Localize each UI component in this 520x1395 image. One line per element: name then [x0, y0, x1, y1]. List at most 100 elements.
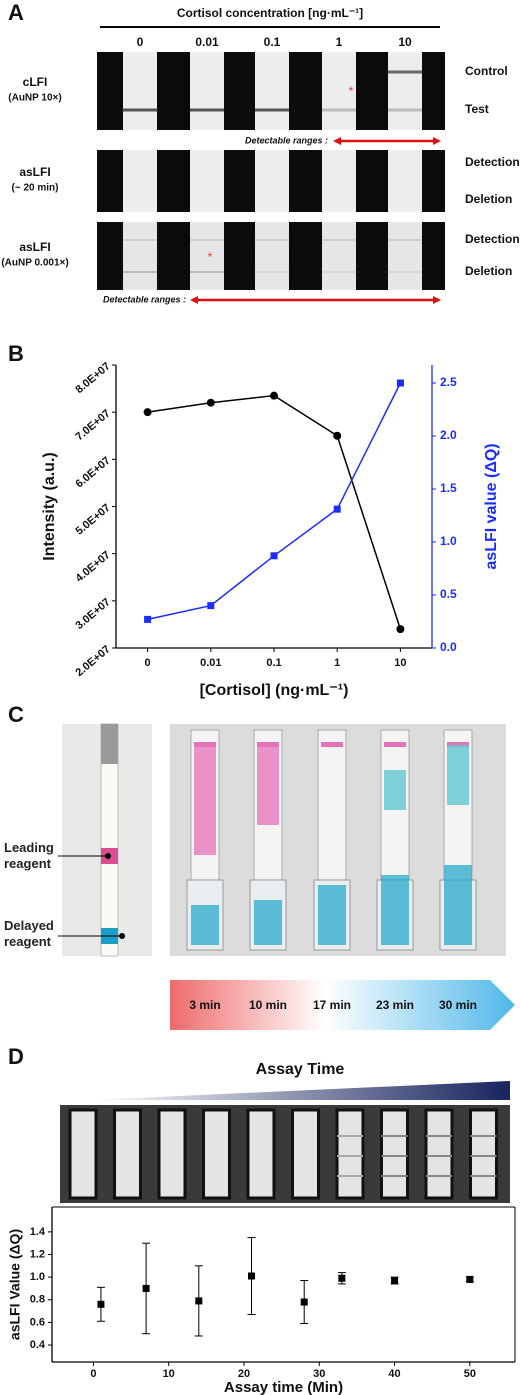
faint-line — [190, 271, 224, 273]
series-line — [147, 382, 402, 621]
y-tick-label: 0.4 — [30, 1339, 46, 1351]
y-tick-label: 2.0E+07 — [73, 643, 112, 679]
strip — [388, 150, 422, 212]
line-label: Detection — [465, 232, 520, 246]
faint-line — [322, 239, 356, 241]
x-tick-label: 10 — [163, 1368, 175, 1380]
delayed-color — [318, 885, 346, 945]
strip — [335, 1108, 365, 1200]
marker — [333, 431, 342, 440]
band — [470, 1135, 497, 1137]
marker — [206, 398, 215, 407]
cyan-front — [384, 770, 406, 810]
marker — [144, 615, 152, 623]
band — [381, 1155, 408, 1157]
top-band — [384, 742, 406, 747]
x-tick-label: 20 — [238, 1368, 250, 1380]
faint-line — [190, 239, 224, 241]
strip — [157, 1108, 187, 1200]
series-line — [147, 394, 402, 630]
strip — [255, 52, 289, 130]
x-tick-label: 0.1 — [266, 657, 281, 669]
marker — [143, 408, 152, 417]
y-tick-label: 3.0E+07 — [73, 596, 112, 632]
panel-label: C — [8, 702, 24, 727]
y-tick-label: 1.2 — [30, 1248, 45, 1260]
strip — [322, 52, 356, 130]
faint-line — [322, 271, 356, 273]
y-tick-label: 7.0E+07 — [73, 407, 112, 443]
row-label: asLFI — [19, 240, 50, 254]
faint-line — [255, 239, 289, 241]
marker — [333, 505, 341, 513]
row-label: cLFI — [23, 75, 48, 89]
faint-line — [388, 271, 422, 273]
y-tick-label: 4.0E+07 — [73, 549, 112, 585]
strip — [291, 1108, 320, 1200]
panel-label: A — [8, 0, 24, 25]
strip — [388, 52, 422, 130]
x-tick-label: 1 — [334, 657, 340, 669]
y-tick-label: 5.0E+07 — [73, 502, 112, 538]
strip — [322, 222, 356, 290]
x-tick-label: 10 — [394, 657, 406, 669]
concentration-label: 0.1 — [264, 35, 281, 49]
strip — [202, 1108, 231, 1200]
x-axis-label: [Cortisol] (ng·mL⁻¹) — [200, 682, 349, 699]
band — [337, 1135, 363, 1137]
point — [300, 1298, 308, 1306]
reagent-label: Leading reagent — [4, 840, 54, 871]
band — [426, 1135, 452, 1137]
y-tick-label: 6.0E+07 — [73, 455, 112, 491]
arrow-head — [333, 137, 341, 145]
row-sublabel: (~ 20 min) — [12, 183, 59, 194]
concentration-label: 0.01 — [195, 35, 219, 49]
range-label: Detectable ranges : — [103, 294, 186, 304]
delayed-color — [381, 875, 409, 945]
y-axis-label: Intensity (a.u.) — [41, 452, 58, 560]
point — [466, 1275, 474, 1283]
test-line — [388, 108, 422, 112]
y-tick-label: 0.8 — [30, 1294, 45, 1306]
leading-color — [257, 745, 279, 825]
row-label: asLFI — [19, 165, 50, 179]
time-label: 30 min — [439, 998, 477, 1012]
arrow-head — [190, 296, 198, 304]
point — [195, 1297, 203, 1305]
strip — [424, 1108, 454, 1200]
marker — [270, 391, 278, 400]
strip — [469, 1108, 498, 1200]
panel-label: B — [8, 341, 24, 366]
y2-axis-label: asLFI value (ΔQ) — [483, 443, 500, 569]
band — [470, 1155, 497, 1157]
y-axis-label: asLFI Value (ΔQ) — [7, 1229, 23, 1340]
reagent-label: Delayed reagent — [4, 918, 54, 949]
pointer-dot — [105, 853, 111, 859]
line-label: Control — [465, 64, 508, 78]
strip — [388, 222, 422, 290]
strip — [113, 1108, 142, 1200]
faint-line — [123, 239, 157, 241]
panel-title: Cortisol concentration [ng·mL⁻¹] — [177, 6, 363, 20]
strip — [246, 1108, 276, 1200]
marker — [396, 379, 404, 387]
strip — [68, 1108, 98, 1200]
strip — [190, 150, 224, 212]
band — [337, 1155, 363, 1157]
faint-line — [255, 271, 289, 273]
band — [381, 1135, 408, 1137]
band — [470, 1175, 497, 1177]
strip — [190, 222, 224, 290]
strip — [190, 52, 224, 130]
y-tick-label: 0.6 — [30, 1316, 45, 1328]
line-label: Detection — [465, 155, 520, 169]
band — [381, 1175, 408, 1177]
asterisk: * — [208, 250, 213, 264]
line-label: Test — [465, 102, 489, 116]
x-tick-label: 50 — [464, 1368, 476, 1380]
time-arrow — [170, 980, 515, 1030]
top-band — [447, 742, 469, 747]
range-label: Detectable ranges : — [245, 135, 328, 145]
